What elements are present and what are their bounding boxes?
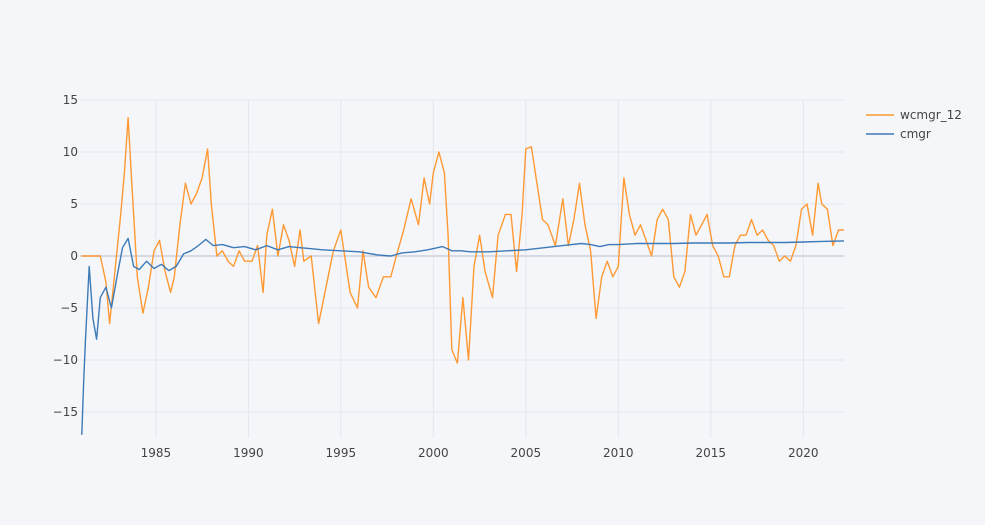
- x-tick-label: 1990: [233, 446, 264, 460]
- legend-label: cmgr: [900, 127, 931, 141]
- y-tick-label: 5: [70, 197, 78, 211]
- legend-item-cmgr[interactable]: cmgr: [866, 127, 931, 141]
- x-tick-label: 2020: [788, 446, 819, 460]
- legend-item-wcmgr-12[interactable]: wcmgr_12: [866, 108, 962, 122]
- x-tick-label: 2005: [511, 446, 542, 460]
- y-tick-label: −5: [60, 301, 78, 315]
- series-line-wcmgr-12: [81, 116, 844, 364]
- x-tick-label: 1985: [141, 446, 172, 460]
- y-tick-label: 10: [63, 145, 78, 159]
- x-tick-label: 2015: [696, 446, 727, 460]
- axis-tick-labels: 1985 1990 1995 2000 2005 2010 2015 2020 −15 −10 −5…: [53, 93, 819, 460]
- y-tick-label: −10: [53, 353, 78, 367]
- y-tick-label: 15: [63, 93, 78, 107]
- grid-lines: [80, 99, 844, 438]
- x-tick-label: 2000: [418, 446, 449, 460]
- series-lines: [81, 116, 845, 435]
- y-tick-label: 0: [70, 249, 78, 263]
- y-tick-label: −15: [53, 405, 78, 419]
- legend-label: wcmgr_12: [900, 108, 962, 122]
- x-tick-label: 2010: [603, 446, 634, 460]
- x-tick-label: 1995: [326, 446, 357, 460]
- series-line-cmgr: [81, 237, 845, 435]
